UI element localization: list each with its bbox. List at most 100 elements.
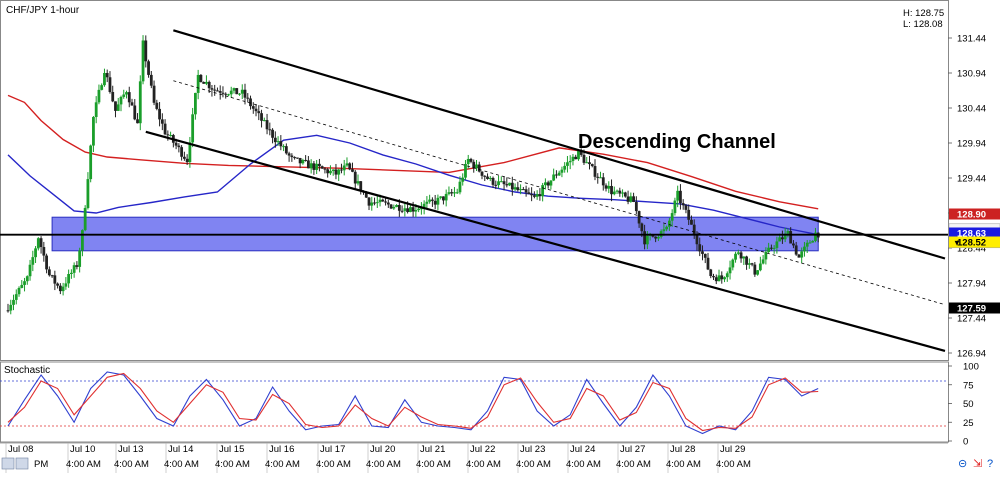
candle-body: [599, 177, 602, 179]
candle-body: [419, 208, 423, 210]
candle-body: [508, 182, 511, 186]
channel-upper-line: [173, 29, 946, 260]
time-tick-label: 4:00 AM: [316, 459, 351, 470]
channel-middle-line: [173, 80, 946, 306]
time-tick-label: 4:00 AM: [366, 459, 401, 470]
candle-body: [251, 106, 255, 109]
candle-body: [395, 204, 398, 207]
candle-body: [169, 135, 172, 137]
candle-body: [541, 185, 545, 197]
time-tick-label: 4:00 AM: [265, 459, 300, 470]
candle-body: [618, 190, 622, 194]
price-axis: 131.44130.94130.44129.94129.44128.94128.…: [948, 34, 1000, 360]
candle-body: [753, 264, 757, 275]
candle-body: [549, 180, 553, 186]
candle-body: [736, 252, 740, 254]
candle-body: [571, 156, 575, 161]
candle-body: [348, 163, 352, 170]
date-tick-label: Jul 29: [720, 444, 745, 455]
candle-body: [712, 276, 715, 278]
candle-body: [568, 160, 572, 163]
time-tick-label: 4:00 AM: [716, 459, 751, 470]
price-tick-label: 129.94: [957, 139, 986, 150]
candle-body: [185, 158, 189, 163]
candle-body: [483, 175, 487, 177]
candle-body: [734, 253, 737, 260]
date-tick-label: Jul 28: [670, 444, 695, 455]
price-tick-label: 129.44: [957, 174, 986, 185]
price-level-badge-black: [949, 302, 1000, 314]
candle-body: [758, 263, 762, 271]
candle-body: [309, 163, 313, 169]
scroll-right-button[interactable]: [15, 457, 29, 470]
scroll-handle[interactable]: [1, 457, 29, 470]
stoch-tick-label: 100: [963, 362, 979, 373]
candle-body: [180, 147, 184, 157]
candle-body: [706, 257, 710, 270]
candle-body: [218, 91, 222, 93]
time-tick-label: 4:00 AM: [66, 459, 101, 470]
candle-body: [381, 199, 385, 202]
candle-body: [805, 242, 809, 247]
candle-body: [36, 238, 40, 249]
zoom-controls[interactable]: ⊝ ⇲ ?: [958, 458, 993, 470]
candle-body: [535, 194, 539, 197]
candle-body: [42, 247, 46, 256]
time-tick-label: PM: [34, 459, 48, 470]
candle-body: [235, 88, 239, 95]
candle-body: [530, 194, 534, 196]
candle-body: [196, 74, 200, 93]
low-label: L: 128.08: [903, 19, 943, 30]
candle-body: [574, 156, 578, 160]
candle-body: [75, 265, 79, 267]
candle-body: [510, 182, 514, 190]
candle-body: [268, 129, 272, 131]
candle-body: [89, 145, 93, 180]
stochastic-pane-frame: [0, 361, 949, 443]
candle-body: [701, 251, 704, 254]
candle-body: [177, 145, 181, 148]
candle-body: [298, 158, 302, 164]
scroll-left-button[interactable]: [1, 457, 15, 470]
candle-body: [593, 166, 597, 177]
candle-body: [260, 113, 263, 121]
ma-blue-line: [7, 134, 819, 236]
candle-body: [199, 74, 203, 83]
candle-body: [433, 200, 437, 205]
candle-body: [590, 164, 594, 167]
candle-body: [119, 96, 123, 105]
candle-body: [31, 257, 35, 265]
candle-body: [800, 251, 804, 258]
candle-body: [778, 237, 782, 242]
candle-body: [626, 196, 630, 202]
help-icon[interactable]: ?: [987, 458, 993, 470]
candle-body: [58, 285, 62, 292]
candle-body: [265, 120, 269, 130]
candle-body: [28, 264, 32, 277]
candle-body: [86, 179, 90, 208]
candle-body: [709, 269, 713, 277]
date-tick-label: Jul 23: [520, 444, 545, 455]
candle-body: [480, 171, 484, 176]
candle-body: [543, 182, 547, 186]
candle-body: [524, 189, 528, 193]
candle-body: [792, 243, 795, 246]
candle-body: [814, 232, 817, 241]
candle-body: [604, 185, 608, 189]
link-icon[interactable]: ⊝: [958, 458, 967, 470]
candle-body: [158, 108, 161, 120]
time-tick-label: 4:00 AM: [516, 459, 551, 470]
candle-body: [149, 74, 153, 86]
candle-body: [271, 129, 274, 138]
high-label: H: 128.75: [903, 8, 944, 19]
candle-body: [246, 97, 250, 99]
candle-body: [14, 294, 18, 300]
candle-body: [205, 81, 208, 84]
candle-body: [301, 159, 305, 164]
arrow-icon[interactable]: ⇲: [973, 458, 982, 470]
candle-body: [684, 205, 688, 210]
candle-body: [673, 200, 677, 214]
